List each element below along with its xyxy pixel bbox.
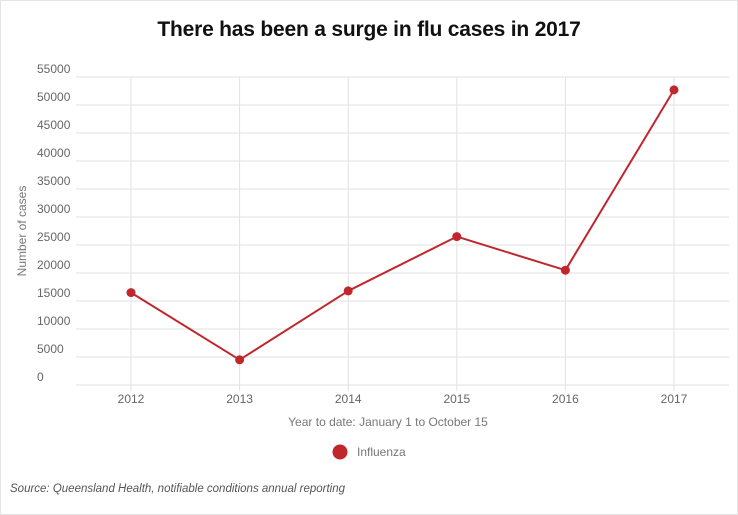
x-axis-label: Year to date: January 1 to October 15 [288, 415, 488, 429]
chart-title: There has been a surge in flu cases in 2… [157, 18, 581, 41]
data-point[interactable] [126, 288, 136, 298]
data-point[interactable] [343, 286, 353, 296]
series-line-influenza [130, 89, 675, 361]
y-tick-labels: 0 5000 10000 15000 20000 25000 30000 35000 40000… [37, 62, 71, 384]
x-tick-label: 2016 [552, 392, 579, 406]
y-tick-label: 20000 [37, 258, 71, 272]
y-tick-label: 35000 [37, 174, 71, 188]
x-tick-labels: 2012 2013 2014 2015 2016 2017 [118, 392, 688, 406]
data-point[interactable] [560, 265, 570, 275]
legend[interactable]: Influenza [332, 444, 407, 460]
y-tick-label: 10000 [37, 314, 71, 328]
x-tick-label: 2013 [226, 392, 253, 406]
y-tick-label: 40000 [37, 146, 71, 160]
x-tick-label: 2015 [443, 392, 470, 406]
y-tick-label: 30000 [37, 202, 71, 216]
y-tick-label: 15000 [37, 286, 71, 300]
y-tick-label: 45000 [37, 118, 71, 132]
x-tick-label: 2012 [118, 392, 145, 406]
grid-layer [76, 76, 729, 391]
y-tick-label: 50000 [37, 90, 71, 104]
y-axis-label: Number of cases [15, 186, 29, 277]
x-tick-label: 2014 [335, 392, 362, 406]
x-tick-label: 2017 [661, 392, 688, 406]
legend-marker-influenza [332, 444, 348, 460]
series-layer [126, 85, 679, 365]
y-tick-label: 5000 [37, 342, 64, 356]
source-note: Source: Queensland Health, notifiable co… [10, 483, 345, 495]
y-tick-label: 25000 [37, 230, 71, 244]
data-point[interactable] [235, 355, 245, 365]
y-tick-label: 55000 [37, 62, 71, 76]
data-point[interactable] [452, 232, 462, 242]
data-point[interactable] [669, 85, 679, 95]
legend-label-influenza: Influenza [357, 445, 406, 459]
y-tick-label: 0 [37, 370, 44, 384]
